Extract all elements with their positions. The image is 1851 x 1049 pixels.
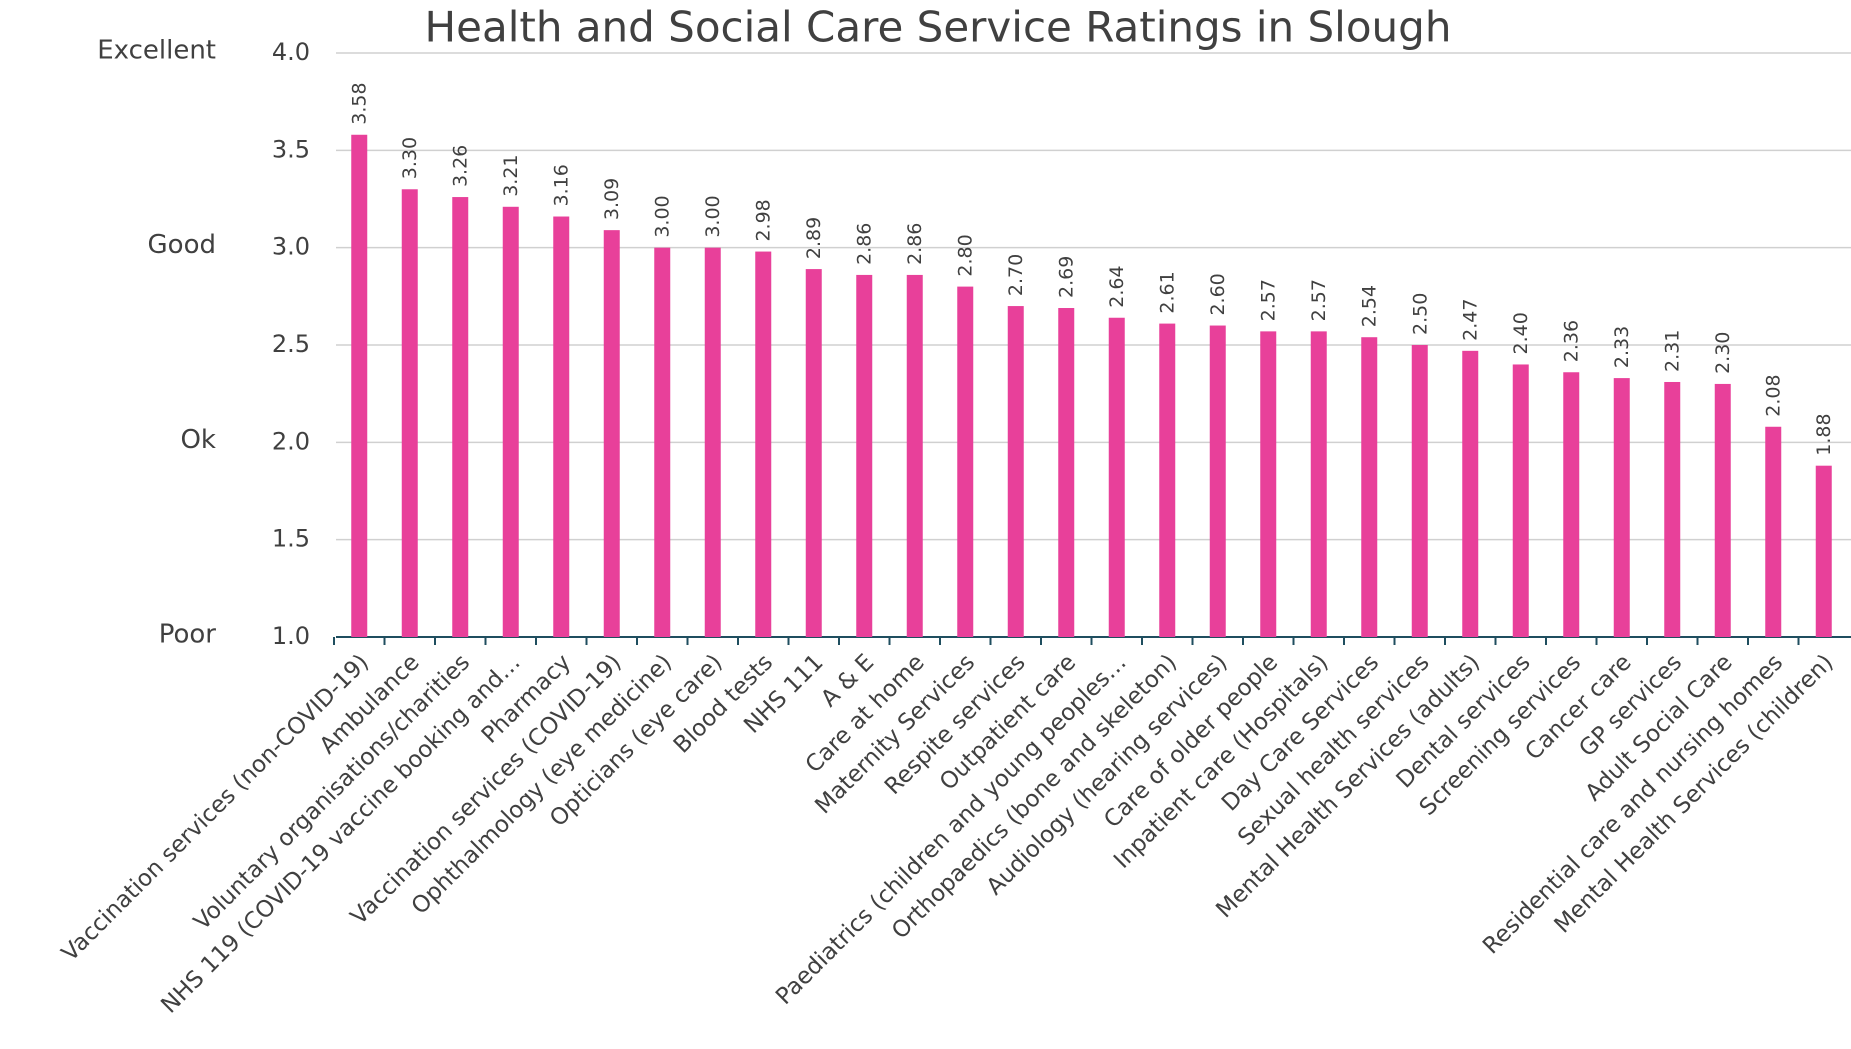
data-label: 2.70 — [1005, 254, 1027, 296]
bar — [1209, 325, 1226, 637]
y-tick-label: 3.0 — [272, 233, 310, 261]
bar — [452, 197, 469, 637]
rating-label: Ok — [180, 425, 216, 455]
data-label: 2.57 — [1258, 279, 1280, 321]
data-label: 2.40 — [1510, 312, 1532, 354]
y-tick-label: 4.0 — [272, 38, 310, 66]
bar — [1765, 426, 1782, 637]
data-label: 3.26 — [450, 145, 472, 187]
data-label: 3.00 — [652, 195, 674, 237]
y-tick-label: 2.0 — [272, 427, 310, 455]
bar — [1613, 378, 1630, 637]
data-label: 2.57 — [1308, 279, 1330, 321]
data-label: 2.86 — [854, 223, 876, 265]
chart-title: Health and Social Care Service Ratings i… — [425, 3, 1452, 52]
bar — [1361, 337, 1378, 637]
data-label: 2.80 — [955, 234, 977, 276]
data-label: 1.88 — [1813, 413, 1835, 455]
data-label: 3.58 — [349, 82, 371, 124]
data-label: 3.09 — [601, 178, 623, 220]
bar — [1815, 465, 1832, 637]
bar — [1108, 317, 1125, 637]
bar — [1563, 372, 1580, 637]
bar — [1512, 364, 1529, 637]
bar — [1007, 306, 1024, 637]
data-label: 3.21 — [500, 154, 522, 196]
bar — [654, 247, 671, 637]
data-label: 3.00 — [702, 195, 724, 237]
bar — [906, 274, 923, 637]
bar — [1159, 323, 1176, 637]
data-label: 2.33 — [1611, 326, 1633, 368]
bar — [755, 251, 772, 637]
rating-label: Excellent — [97, 36, 216, 66]
bar — [553, 216, 570, 637]
data-label: 2.60 — [1207, 273, 1229, 315]
data-label: 2.69 — [1056, 256, 1078, 298]
y-tick-label: 1.0 — [272, 622, 310, 650]
bar — [351, 134, 368, 637]
bar — [1462, 350, 1479, 637]
bar — [957, 286, 974, 637]
bar — [805, 269, 822, 637]
y-tick-label: 3.5 — [272, 135, 310, 163]
bar — [502, 206, 519, 637]
bar — [1664, 381, 1681, 637]
data-label: 2.08 — [1763, 374, 1785, 416]
data-label: 2.89 — [803, 217, 825, 259]
y-tick-label: 1.5 — [272, 525, 310, 553]
data-label: 2.54 — [1359, 285, 1381, 327]
data-label: 2.64 — [1106, 265, 1128, 307]
x-tick-label: NHS 119 (COVID-19 vaccine booking and… — [156, 649, 525, 1018]
bar — [704, 247, 721, 637]
rating-label: Good — [148, 230, 216, 260]
bar — [1714, 383, 1731, 637]
bar — [1260, 331, 1277, 637]
data-label: 2.31 — [1662, 330, 1684, 372]
bar — [1411, 345, 1428, 637]
data-label: 3.16 — [551, 164, 573, 206]
data-label: 3.30 — [399, 137, 421, 179]
bar — [856, 274, 873, 637]
data-label: 2.30 — [1712, 332, 1734, 374]
data-label: 2.98 — [753, 199, 775, 241]
data-label: 2.50 — [1409, 293, 1431, 335]
bar — [603, 230, 620, 637]
data-label: 2.47 — [1460, 299, 1482, 341]
rating-label: Poor — [159, 620, 217, 650]
bar — [1058, 308, 1075, 637]
bar — [401, 189, 418, 637]
y-tick-label: 2.5 — [272, 330, 310, 358]
data-label: 2.61 — [1157, 271, 1179, 313]
data-label: 2.36 — [1561, 320, 1583, 362]
bar — [1310, 331, 1327, 637]
data-label: 2.86 — [904, 223, 926, 265]
